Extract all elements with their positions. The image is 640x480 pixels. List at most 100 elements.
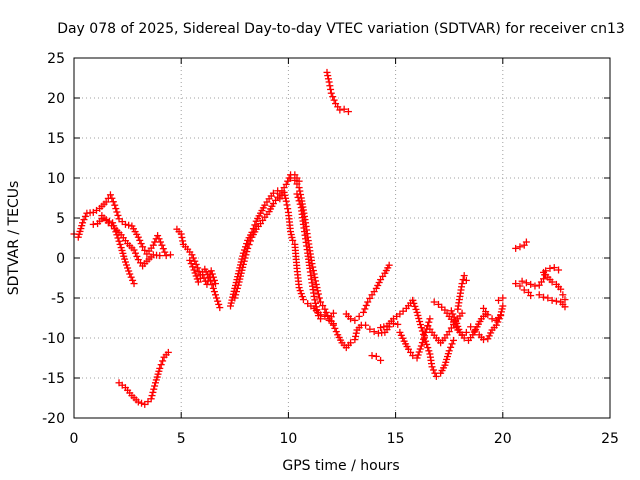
data-point <box>247 237 255 245</box>
data-point <box>207 267 215 275</box>
data-point <box>495 296 503 304</box>
data-point <box>212 291 220 299</box>
data-point <box>243 248 251 256</box>
data-point <box>179 237 187 245</box>
data-point <box>126 270 134 278</box>
data-point <box>362 321 370 329</box>
data-point <box>317 298 325 306</box>
data-point <box>313 284 321 292</box>
data-point <box>178 233 186 241</box>
data-point <box>299 296 307 304</box>
series-s26 <box>495 294 507 304</box>
y-axis-title: SDTVAR / TECUs <box>6 181 22 296</box>
data-point <box>330 96 338 104</box>
data-point <box>518 277 526 285</box>
data-point <box>418 339 426 347</box>
data-point <box>445 347 453 355</box>
data-point <box>416 345 424 353</box>
data-point <box>209 284 217 292</box>
data-point <box>499 302 507 310</box>
series-s17 <box>377 296 417 332</box>
data-point <box>364 298 372 306</box>
data-point <box>332 328 340 336</box>
data-point <box>289 236 297 244</box>
data-point <box>81 212 89 220</box>
data-point <box>151 382 159 390</box>
tick-layer: 0 5 10 15 20 25 -20 -15 -10 -5 0 5 10 15 20 25 <box>42 51 619 447</box>
data-point <box>192 260 200 268</box>
data-point <box>535 291 543 299</box>
data-point <box>409 296 417 304</box>
data-point <box>561 303 569 311</box>
data-point <box>380 323 388 331</box>
data-point <box>452 316 460 324</box>
data-point <box>550 264 558 272</box>
data-point <box>512 244 520 252</box>
series-s6 <box>186 256 220 288</box>
series-s21 <box>430 298 470 339</box>
data-point <box>516 243 524 251</box>
data-point <box>327 85 335 93</box>
y-tick-label: -15 <box>42 371 65 387</box>
data-point <box>166 251 174 259</box>
data-point <box>445 328 453 336</box>
data-point <box>419 335 427 343</box>
y-tick-label: -10 <box>42 331 65 347</box>
data-point <box>312 277 320 285</box>
data-point <box>190 266 198 274</box>
x-tick-label: 5 <box>177 431 186 447</box>
data-point <box>331 324 339 332</box>
data-point <box>162 252 170 260</box>
data-point <box>79 219 87 227</box>
data-point <box>499 294 507 302</box>
data-point <box>370 328 378 336</box>
data-point <box>488 315 496 323</box>
series-s12 <box>323 68 352 116</box>
data-point <box>293 190 301 198</box>
data-point <box>555 266 563 274</box>
data-point <box>512 280 520 288</box>
data-point <box>129 276 137 284</box>
data-point <box>324 312 332 320</box>
data-point <box>418 327 426 335</box>
data-point <box>149 388 157 396</box>
data-point <box>164 348 172 356</box>
data-point <box>212 280 220 288</box>
data-point <box>137 240 145 248</box>
data-point <box>121 220 129 228</box>
data-point <box>559 291 567 299</box>
data-point <box>295 197 303 205</box>
data-point <box>467 323 475 331</box>
data-point <box>239 260 247 268</box>
data-point <box>295 184 303 192</box>
data-point <box>150 385 158 393</box>
series-s9 <box>276 188 337 324</box>
data-point <box>149 241 157 249</box>
data-point <box>133 252 141 260</box>
data-point <box>296 200 304 208</box>
data-point <box>366 294 374 302</box>
data-point <box>159 245 167 253</box>
data-point <box>413 354 421 362</box>
data-point <box>192 272 200 280</box>
series-s29 <box>518 264 563 290</box>
data-point <box>139 243 147 251</box>
data-point <box>136 236 144 244</box>
data-point <box>548 296 556 304</box>
data-point <box>540 293 548 301</box>
y-tick-label: 25 <box>47 51 65 67</box>
data-point <box>527 280 535 288</box>
y-tick-label: 15 <box>47 131 65 147</box>
data-point <box>344 108 352 116</box>
data-point <box>204 277 212 285</box>
data-point <box>522 279 530 287</box>
data-point <box>422 328 430 336</box>
data-point <box>520 286 528 294</box>
data-point <box>210 276 218 284</box>
y-tick-label: 5 <box>56 211 65 227</box>
data-point <box>531 282 539 290</box>
data-point <box>147 395 155 403</box>
data-point <box>138 399 146 407</box>
data-point <box>424 344 432 352</box>
data-point <box>416 321 424 329</box>
